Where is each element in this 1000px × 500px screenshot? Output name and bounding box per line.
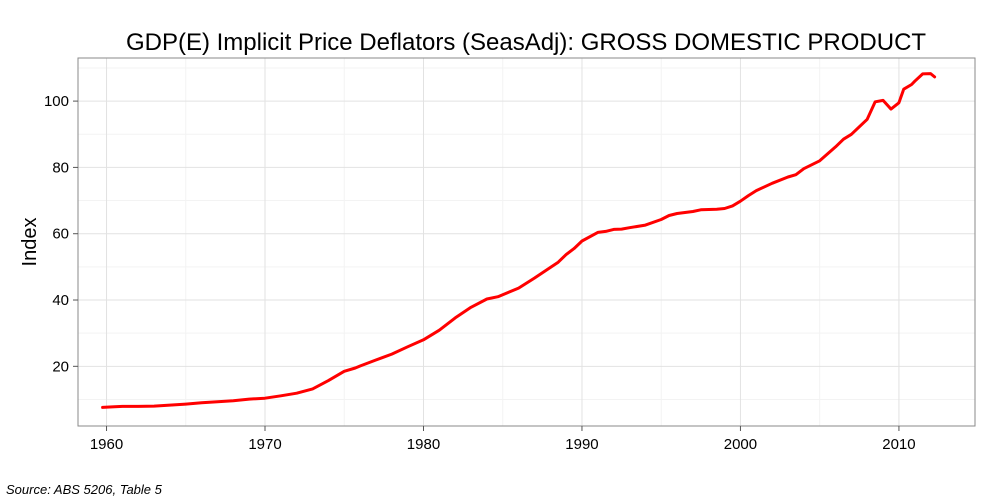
x-tick-label: 1960 [90,436,123,453]
x-axis-ticks: 1960 1970 1980 1990 2000 2010 [90,426,916,453]
y-tick-label: 60 [52,226,69,243]
y-axis-ticks: 20 40 60 80 100 [44,93,78,375]
x-tick-label: 1980 [407,436,440,453]
y-tick-label: 40 [52,292,69,309]
x-tick-label: 2010 [882,436,915,453]
y-tick-label: 80 [52,159,69,176]
x-tick-label: 1970 [248,436,281,453]
y-axis-label: Index [19,218,41,267]
chart-title: GDP(E) Implicit Price Deflators (SeasAdj… [126,29,926,56]
major-gridlines [78,58,975,426]
plot-background [78,58,975,426]
x-tick-label: 1990 [565,436,598,453]
y-tick-label: 20 [52,358,69,375]
y-tick-label: 100 [44,93,69,110]
source-caption: Source: ABS 5206, Table 5 [6,482,162,497]
plot-border [77,57,976,427]
x-tick-label: 2000 [724,436,757,453]
minor-gridlines [78,58,975,426]
series-layer [101,72,937,409]
series-line-0 [101,72,937,409]
